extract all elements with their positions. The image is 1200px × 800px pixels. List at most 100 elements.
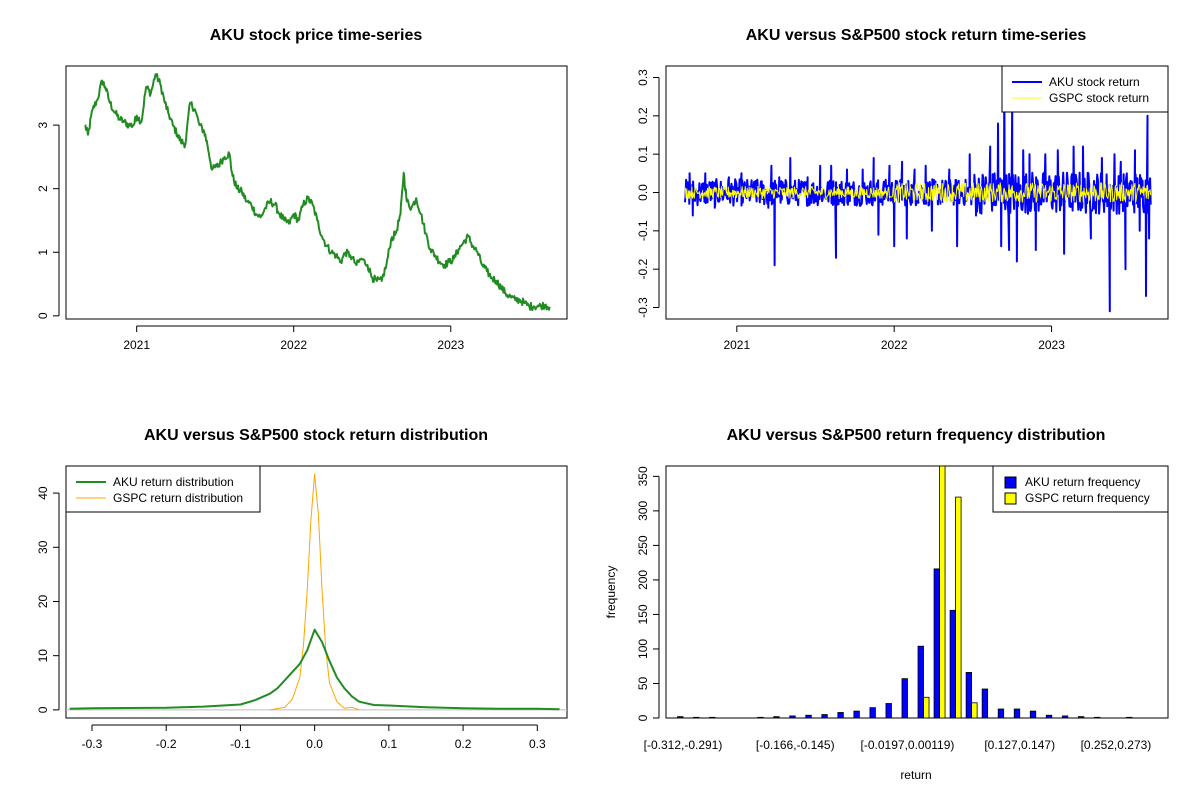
y-tick-label: 0.0 [636,184,650,201]
x-axis-title: return [900,768,931,782]
plot-frame [65,65,568,320]
gspc-density-line [270,473,360,711]
legend-label: GSPC return frequency [1025,491,1150,505]
aku-frequency-bar [1126,716,1133,719]
y-tick-label: 10 [36,649,50,663]
chart-title: AKU versus S&P500 stock return time-seri… [746,27,1087,44]
y-tick-label: -0.3 [636,297,650,318]
aku-frequency-bar [981,688,989,719]
x-tick-label: 0.1 [381,737,398,751]
y-tick-label: 1 [36,249,50,256]
y-tick-label: 0 [36,706,50,713]
legend-label: AKU return frequency [1025,475,1140,489]
aku-frequency-bar [757,716,764,719]
y-tick-label: 150 [636,604,650,624]
aku-frequency-bar [789,715,796,719]
y-tick-label: 300 [636,501,650,521]
gspc-return-line [684,182,1152,203]
chart-title: AKU versus S&P500 return frequency distr… [727,427,1106,444]
legend-label: AKU stock return [1049,75,1140,89]
aku-frequency-bar [997,708,1005,719]
x-tick-label: -0.3 [82,737,103,751]
aku-frequency-bar [949,609,956,719]
gspc-frequency-bar [971,702,978,719]
chart-returns_ts: AKU versus S&P500 stock return time-seri… [636,27,1169,352]
aku-density-line [69,628,560,711]
y-tick-label: 50 [636,676,650,690]
y-axis-title: frequency [604,566,618,619]
y-tick-label: -0.2 [636,259,650,280]
x-tick-label: [0.127,0.147) [984,738,1055,752]
aku-frequency-bar [1045,714,1053,719]
aku-frequency-bar [853,710,860,719]
x-tick-label: -0.1 [230,737,251,751]
aku-frequency-bar [1077,716,1085,719]
aku-frequency-bar [1029,710,1037,719]
aku-frequency-bar [821,714,828,719]
chart-title: AKU versus S&P500 stock return distribut… [144,427,488,444]
chart-title: AKU stock price time-series [210,27,423,44]
plot-frame [665,65,1169,320]
y-tick-label: 250 [636,535,650,555]
aku-frequency-bar [1061,715,1069,719]
legend-box [992,465,1169,513]
legend-box [65,465,261,513]
x-tick-label: [-0.166,-0.145) [756,738,835,752]
aku-frequency-bar [965,672,973,719]
aku-frequency-bar [693,716,700,719]
aku-frequency-bar [917,645,924,719]
x-tick-label: [0.252,0.273) [1081,738,1152,752]
y-tick-label: 350 [636,466,650,486]
y-tick-label: 0 [636,714,650,721]
chart-histogram: AKU versus S&P500 return frequency distr… [604,427,1169,782]
plot-frame [665,465,1169,719]
legend-label: GSPC stock return [1049,91,1149,105]
x-tick-label: 0.2 [455,737,472,751]
x-tick-label: 0.3 [529,737,546,751]
y-tick-label: 0 [36,312,50,319]
legend-swatch [1004,476,1017,489]
y-tick-label: 100 [636,639,650,659]
aku-frequency-bar [1013,708,1021,719]
chart-price: AKU stock price time-series 2021 2022 2023 0… [36,27,568,352]
aku-frequency-bar [885,703,892,719]
legend-swatch [1004,492,1017,505]
y-tick-label: 0.3 [636,69,650,86]
aku-frequency-bar [805,714,812,719]
x-tick-label: [-0.0197,0.00119) [861,738,955,752]
x-tick-label: 0.0 [306,737,323,751]
x-tick-label: 2023 [437,338,464,352]
legend-box [1001,65,1169,113]
y-tick-label: 30 [36,540,50,554]
y-tick-label: 0.2 [636,107,650,124]
x-tick-label: [-0.312,-0.291) [644,738,723,752]
legend-label: GSPC return distribution [113,491,243,505]
y-tick-label: -0.1 [636,220,650,241]
y-tick-label: 2 [36,185,50,192]
y-tick-label: 40 [36,486,50,500]
aku-frequency-bar [709,716,716,719]
aku-frequency-bar [773,716,780,719]
chart-density: AKU versus S&P500 stock return distribut… [36,427,568,751]
aku-frequency-bar [869,707,876,719]
x-tick-label: 2021 [723,338,750,352]
x-tick-label: 2022 [881,338,908,352]
y-tick-label: 200 [636,570,650,590]
gspc-frequency-bar [939,465,946,719]
y-tick-label: 20 [36,594,50,608]
aku-frequency-bar [901,678,908,719]
gspc-frequency-bar [923,696,930,719]
gspc-frequency-bar [955,496,962,719]
aku-frequency-bar [837,712,844,719]
legend-label: AKU return distribution [113,475,234,489]
aku-frequency-bar [677,716,684,719]
x-tick-label: 2023 [1038,338,1065,352]
aku-frequency-bar [1093,716,1101,719]
plot-frame [65,465,568,719]
x-tick-label: -0.2 [156,737,177,751]
aku-frequency-bar [933,568,940,719]
x-tick-label: 2022 [280,338,307,352]
y-tick-label: 3 [36,121,50,128]
x-tick-label: 2021 [123,338,150,352]
